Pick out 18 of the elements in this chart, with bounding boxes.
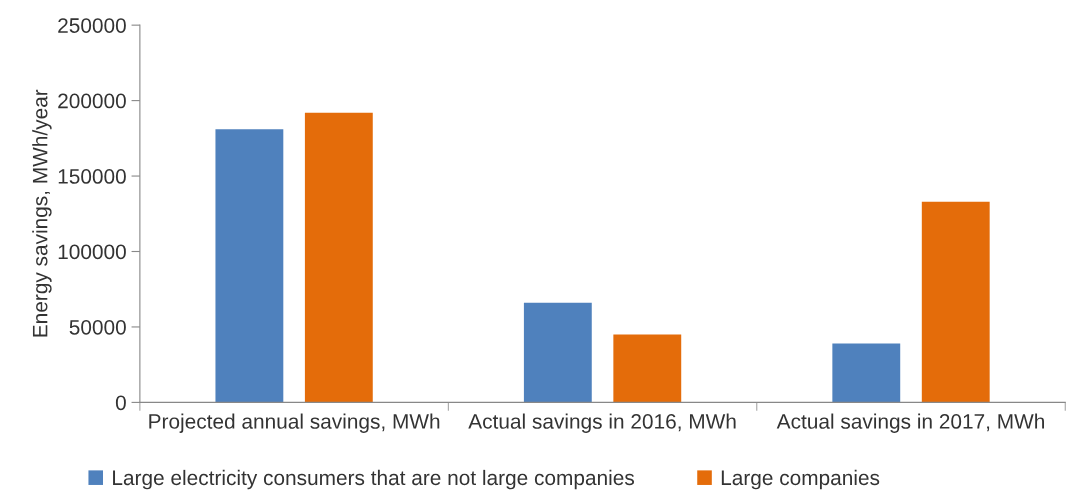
x-tick-label: Actual savings in 2016, MWh [468, 413, 736, 433]
bar [304, 112, 373, 403]
bar [613, 334, 682, 403]
legend-label: Large companies [721, 469, 880, 490]
bar [215, 129, 284, 403]
y-tick-label: 0 [115, 395, 126, 411]
legend-label: Large electricity consumers that are not large companies [113, 469, 635, 490]
bar [832, 343, 901, 403]
y-tick-label: 250000 [58, 18, 126, 33]
y-tick-label: 150000 [58, 169, 126, 184]
y-tick-label: 100000 [58, 244, 126, 260]
bar [523, 302, 592, 403]
bar [921, 201, 990, 403]
y-axis-title: Energy savings, MWh/year [32, 89, 52, 337]
x-tick-label: Projected annual savings, MWh [149, 413, 440, 433]
y-tick-label: 200000 [58, 93, 126, 109]
y-tick-label: 50000 [69, 319, 126, 335]
x-tick-label: Actual savings in 2017, MWh [776, 413, 1044, 433]
